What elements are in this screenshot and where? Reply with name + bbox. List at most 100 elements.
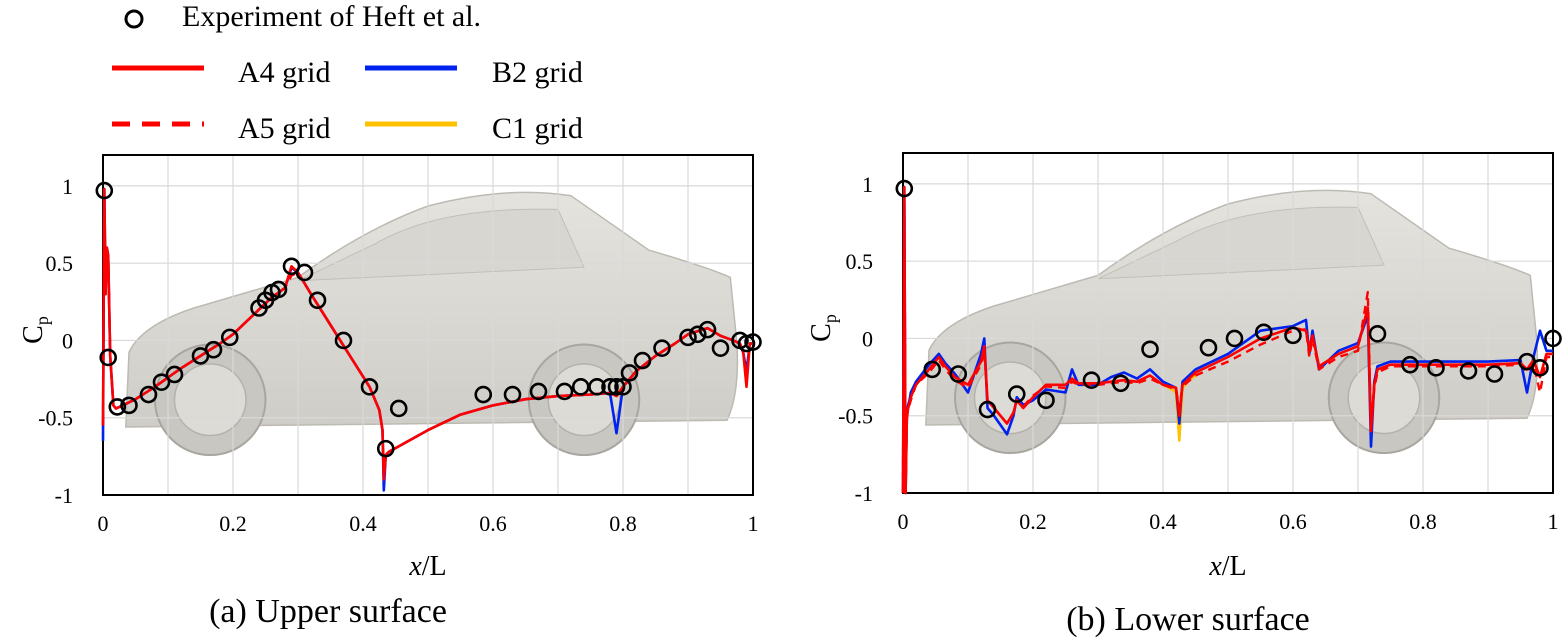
- y-tick-labels-lower: -1 -0.5 0 0.5 1: [838, 172, 873, 506]
- x-tick-label: 0.2: [1019, 509, 1047, 534]
- y-tick-label: 0: [862, 326, 873, 351]
- x-tick-label: 1: [748, 511, 759, 536]
- experiment-point: [1037, 391, 1055, 410]
- legend-experiment-label: Experiment of Heft et al.: [182, 0, 482, 33]
- experiment-point: [1254, 323, 1273, 342]
- experiment-point: [633, 351, 652, 370]
- x-tick-labels-upper: 0 0.2 0.4 0.6 0.8 1: [98, 511, 759, 536]
- experiment-point: [614, 378, 632, 396]
- legend-a5-swatch: [112, 121, 204, 127]
- y-tick-label: 1: [862, 172, 873, 197]
- experiment-point: [1225, 329, 1244, 348]
- y-tick-label: 1: [62, 174, 73, 199]
- experiment-point: [503, 385, 522, 404]
- legend-experiment-marker: [124, 9, 144, 29]
- y-tick-label: -1: [55, 483, 73, 508]
- experiment-point: [620, 364, 639, 382]
- experiment-point: [152, 373, 171, 391]
- experiment-point: [737, 334, 756, 353]
- grid-upper: [102, 155, 754, 496]
- legend-a5-label: A5 grid: [238, 112, 331, 145]
- experiment-point: [1111, 374, 1130, 393]
- experiment-point: [1284, 326, 1302, 345]
- experiment-point: [139, 385, 158, 404]
- x-tick-label: 0: [898, 509, 909, 534]
- x-tick-label: 0.2: [219, 511, 247, 536]
- experiment-point: [653, 339, 671, 357]
- experiment-point: [1427, 359, 1445, 377]
- series-line-a5: [901, 185, 1553, 495]
- experiment-point: [1485, 365, 1504, 383]
- car-rim: [173, 363, 247, 437]
- y-axis-label-lower: Cp: [806, 314, 840, 342]
- experiment-point: [220, 328, 239, 347]
- x-axis-label-upper: x/L: [408, 551, 446, 582]
- experiment-point: [295, 263, 314, 282]
- experiment-markers-lower: [895, 179, 1562, 419]
- experiment-point: [744, 333, 762, 351]
- legend-c1-swatch: [365, 121, 457, 127]
- experiment-point: [95, 181, 114, 200]
- experiment-point: [1459, 362, 1478, 380]
- legend-a4-swatch: [112, 65, 204, 71]
- experiment-point: [711, 339, 730, 357]
- y-axis-label-upper: Cp: [18, 316, 52, 344]
- y-tick-label: 0.5: [46, 251, 74, 276]
- y-tick-label: 0.5: [846, 249, 874, 274]
- caption-upper-surface: (a) Upper surface: [209, 593, 447, 630]
- x-tick-label: 0: [98, 511, 109, 536]
- experiment-point: [1368, 325, 1387, 343]
- car-silhouette-lower: [925, 189, 1539, 455]
- experiment-point: [269, 280, 288, 299]
- legend-a4-label: A4 grid: [238, 56, 331, 89]
- legend-b2-swatch: [365, 65, 457, 71]
- experiment-point: [120, 396, 138, 415]
- experiment-point: [389, 399, 408, 418]
- experiment-point: [1141, 340, 1159, 359]
- experiment-point: [601, 378, 619, 396]
- experiment-point: [529, 382, 548, 401]
- experiment-point: [1007, 385, 1026, 403]
- experiment-point: [688, 325, 707, 344]
- experiment-point: [334, 331, 353, 350]
- experiment-point: [895, 179, 914, 198]
- experiment-point: [1199, 338, 1218, 357]
- x-tick-label: 0.6: [479, 511, 507, 536]
- experiment-point: [588, 378, 606, 396]
- experiment-point: [1082, 371, 1101, 389]
- chart-lower-surface: -1 -0.5 0 0.5 1 0 0.2 0.4 0.6 0.8 1 x/L Cp (b) Lo…: [806, 152, 1562, 637]
- series-line-b2: [901, 185, 1553, 495]
- y-tick-label: -0.5: [838, 404, 873, 429]
- x-tick-label: 0.8: [609, 511, 637, 536]
- experiment-point: [555, 382, 574, 401]
- experiment-markers-upper: [95, 181, 762, 458]
- experiment-point: [99, 348, 117, 367]
- legend-c1-label: C1 grid: [492, 112, 583, 145]
- chart-upper-surface: -1 -0.5 0 0.5 1 0 0.2 0.4 0.6 0.8 1 x/L Cp (a) Up…: [18, 154, 762, 630]
- x-tick-label: 0.4: [1149, 509, 1177, 534]
- experiment-point: [679, 328, 697, 347]
- x-tick-label: 0.8: [1409, 509, 1437, 534]
- y-tick-label: -1: [855, 481, 873, 506]
- y-tick-label: 0: [62, 328, 73, 353]
- experiment-point: [1401, 355, 1419, 374]
- experiment-point: [360, 378, 379, 396]
- y-tick-label: -0.5: [38, 406, 73, 431]
- x-tick-label: 1: [1548, 509, 1559, 534]
- legend: Experiment of Heft et al. A4 grid B2 gri…: [0, 0, 700, 160]
- experiment-point: [204, 340, 223, 359]
- series-line-a4: [901, 185, 1553, 495]
- experiment-point: [1544, 329, 1562, 348]
- experiment-point: [1531, 359, 1549, 377]
- experiment-point: [376, 439, 395, 458]
- experiment-point: [978, 400, 997, 419]
- experiment-point: [474, 385, 493, 404]
- experiment-point: [165, 365, 184, 384]
- legend-b2-label: B2 grid: [492, 56, 583, 89]
- x-axis-label-lower: x/L: [1208, 551, 1246, 582]
- experiment-point: [698, 320, 717, 339]
- experiment-point: [949, 365, 968, 383]
- car-silhouette-upper: [125, 191, 739, 457]
- x-tick-labels-lower: 0 0.2 0.4 0.6 0.8 1: [898, 509, 1559, 534]
